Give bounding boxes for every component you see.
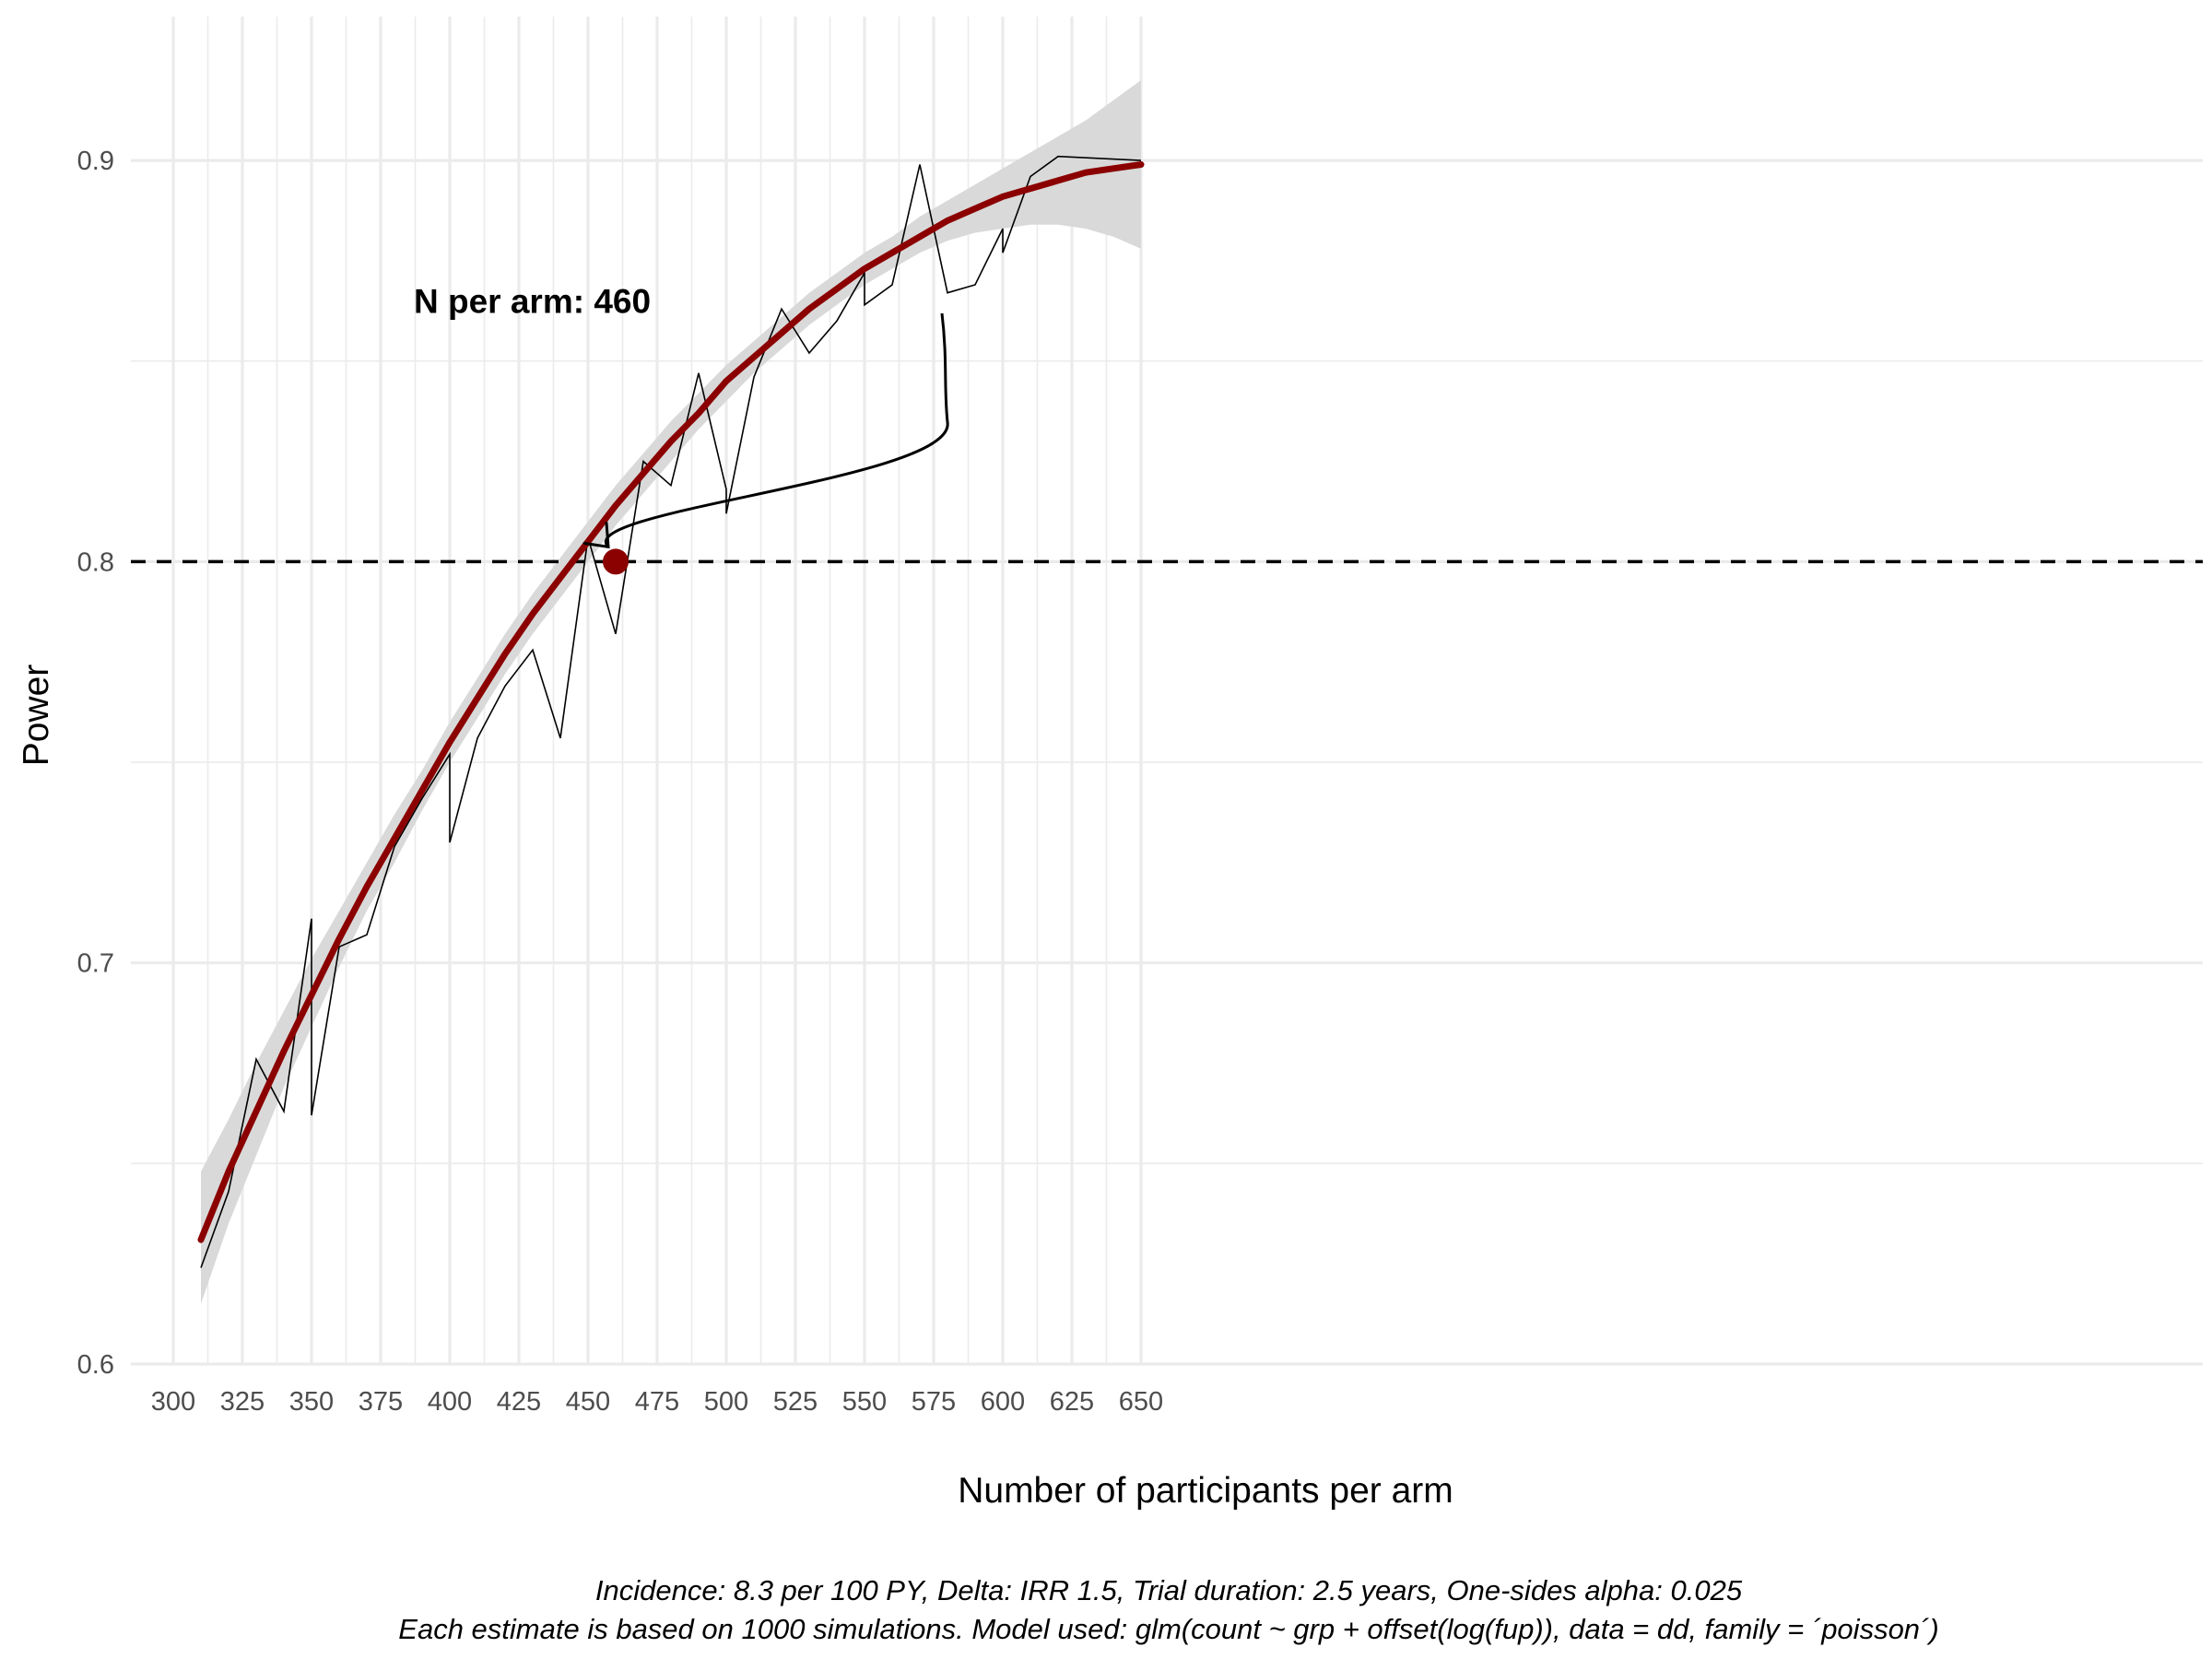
y-tick-label: 0.7 xyxy=(77,949,114,979)
x-tick-label: 550 xyxy=(842,1387,887,1417)
caption-line-1: Incidence: 8.3 per 100 PY, Delta: IRR 1.… xyxy=(595,1574,1743,1606)
x-tick-label: 575 xyxy=(912,1387,956,1417)
x-tick-label: 650 xyxy=(1119,1387,1163,1417)
y-tick-label: 0.9 xyxy=(77,147,114,176)
x-tick-label: 600 xyxy=(981,1387,1025,1417)
simulated-power-line xyxy=(200,155,1142,1268)
smooth-fit-line xyxy=(197,161,1145,1243)
annotation-arrowhead xyxy=(582,521,610,549)
grid-lines xyxy=(131,17,2203,1366)
caption-line-2: Each estimate is based on 1000 simulatio… xyxy=(398,1613,1938,1645)
annotation-arrow xyxy=(604,312,949,548)
x-tick-label: 325 xyxy=(220,1387,265,1417)
x-tick-label: 400 xyxy=(428,1387,472,1417)
confidence-band xyxy=(201,80,1141,1304)
x-tick-label: 375 xyxy=(359,1387,403,1417)
y-axis-title: Power xyxy=(17,665,56,767)
y-tick-label: 0.6 xyxy=(77,1350,114,1380)
x-tick-label: 525 xyxy=(773,1387,818,1417)
annotation-label: N per arm: 460 xyxy=(414,283,651,321)
x-tick-label: 625 xyxy=(1050,1387,1094,1417)
tick-labels: 300 325 350 375 400 425 450 475 500 525 550 575 600 6… xyxy=(77,147,1164,1417)
x-tick-label: 300 xyxy=(151,1387,195,1417)
x-tick-label: 450 xyxy=(566,1387,610,1417)
x-axis-title: Number of participants per arm xyxy=(958,1471,1453,1511)
x-tick-label: 350 xyxy=(289,1387,334,1417)
y-tick-label: 0.8 xyxy=(77,547,114,577)
x-tick-label: 475 xyxy=(635,1387,679,1417)
x-tick-label: 425 xyxy=(497,1387,541,1417)
highlight-point xyxy=(603,548,629,575)
x-tick-label: 500 xyxy=(704,1387,748,1417)
